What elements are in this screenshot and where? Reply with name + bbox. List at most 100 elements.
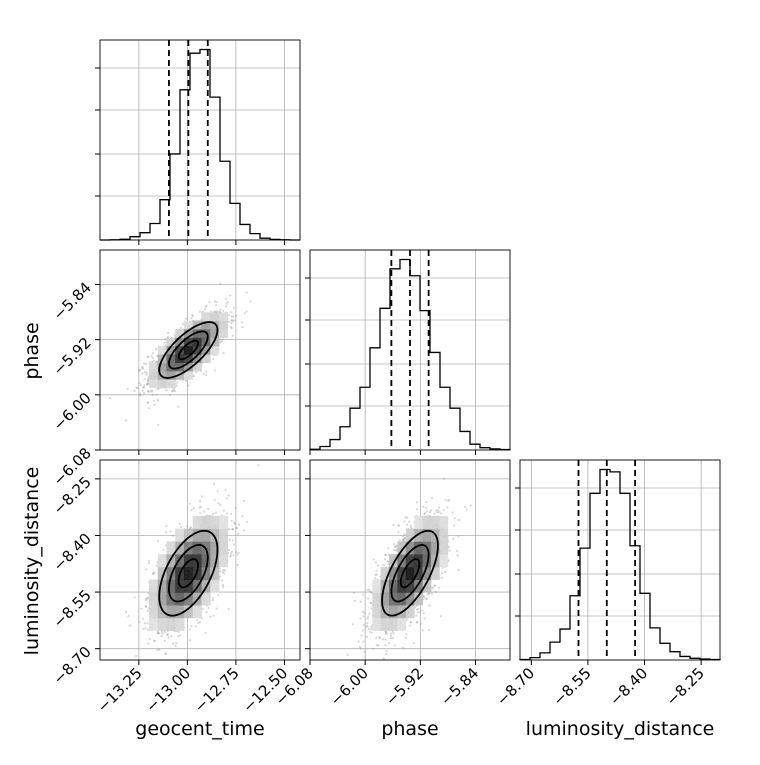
density-cell: [157, 579, 167, 593]
scatter-point: [148, 637, 151, 640]
density-cell: [166, 354, 176, 363]
scatter-point: [155, 354, 159, 358]
scatter-point: [234, 314, 238, 317]
scatter-point: [353, 599, 356, 603]
density-cell: [439, 528, 449, 542]
tick-label-x-phase: −5.84: [437, 664, 482, 709]
scatter-point: [362, 615, 365, 618]
density-cell: [389, 617, 398, 631]
scatter-point: [230, 519, 233, 522]
scatter-point: [230, 311, 233, 314]
scatter-point: [143, 370, 147, 374]
scatter-point: [176, 635, 180, 638]
scatter-point: [147, 406, 150, 410]
scatter-point: [456, 554, 459, 557]
density-cell: [183, 605, 194, 619]
scatter-point: [142, 362, 146, 365]
scatter-point: [203, 510, 206, 513]
scatter-point: [245, 291, 248, 294]
scatter-point: [226, 512, 229, 515]
density-cell: [166, 541, 176, 555]
scatter-point: [166, 633, 169, 637]
y-axis-label-luminosity-distance: luminosity_distance: [21, 467, 43, 656]
scatter-point: [374, 561, 378, 564]
density-cell: [201, 554, 211, 568]
scatter-point: [370, 607, 373, 610]
scatter-point: [147, 642, 150, 645]
density-cell: [218, 329, 229, 338]
y-axis-label-phase: phase: [21, 322, 43, 379]
scatter-point: [229, 512, 233, 515]
scatter-point: [432, 586, 435, 589]
scatter-point: [425, 510, 428, 513]
density-cell: [166, 370, 176, 380]
scatter-point: [425, 597, 429, 600]
density-cell: [201, 312, 211, 322]
density-cell: [157, 592, 167, 606]
density-cell: [157, 554, 167, 568]
scatter-point: [212, 597, 215, 600]
scatter-point: [441, 576, 444, 579]
density-cell: [149, 379, 159, 389]
scatter-point: [422, 612, 425, 615]
scatter-point: [151, 360, 154, 363]
scatter-point: [175, 384, 178, 387]
scatter-point: [199, 505, 202, 508]
scatter-point: [127, 615, 130, 618]
density-cell: [166, 337, 176, 347]
density-cell: [380, 566, 390, 580]
density-cell: [157, 617, 167, 631]
scatter-point: [359, 617, 362, 620]
density-cell: [192, 528, 202, 542]
scatter-point: [177, 405, 180, 408]
scatter-point: [158, 648, 161, 651]
scatter-point: [157, 423, 160, 427]
scatter-point: [151, 572, 155, 576]
scatter-point: [230, 326, 233, 329]
scatter-point: [195, 370, 198, 374]
scatter-point: [366, 588, 369, 592]
density-cell: [192, 362, 202, 372]
tick-label-x-luminosity-distance: −8.55: [550, 664, 595, 709]
scatter-point: [230, 319, 233, 322]
density-cell: [175, 337, 185, 347]
scatter-point: [199, 512, 202, 515]
scatter-point: [405, 523, 409, 526]
scatter-point: [179, 326, 182, 330]
scatter-point: [144, 598, 147, 601]
scatter-point: [165, 389, 168, 392]
scatter-point: [387, 641, 391, 645]
density-cell: [210, 528, 220, 542]
scatter-point: [422, 594, 425, 597]
scatter-point: [199, 310, 202, 313]
scatter-point: [375, 643, 378, 647]
density-cell: [183, 566, 194, 580]
joint-geocent-time-phase-frame: [99, 249, 301, 451]
density-cell: [422, 515, 432, 530]
density-cell: [175, 345, 185, 355]
scatter-point: [456, 549, 459, 553]
scatter-point: [213, 310, 216, 313]
density-cell: [422, 554, 432, 568]
density-cell: [201, 528, 211, 542]
scatter-point: [230, 550, 233, 553]
scatter-point: [357, 640, 360, 643]
scatter-point: [209, 310, 213, 313]
scatter-point: [243, 529, 246, 532]
density-cell: [157, 362, 167, 372]
scatter-point: [393, 644, 396, 647]
scatter-point: [141, 367, 145, 370]
scatter-point: [186, 525, 189, 528]
scatter-point: [437, 586, 441, 589]
scatter-point: [222, 509, 225, 512]
scatter-point: [401, 538, 404, 541]
density-cell: [166, 554, 176, 568]
scatter-point: [440, 512, 443, 515]
scatter-point: [387, 562, 390, 565]
density-cell: [157, 370, 167, 380]
scatter-point: [137, 368, 140, 371]
scatter-point: [144, 362, 148, 365]
scatter-point: [363, 651, 366, 654]
density-cell: [157, 379, 167, 389]
scatter-point: [163, 630, 167, 633]
